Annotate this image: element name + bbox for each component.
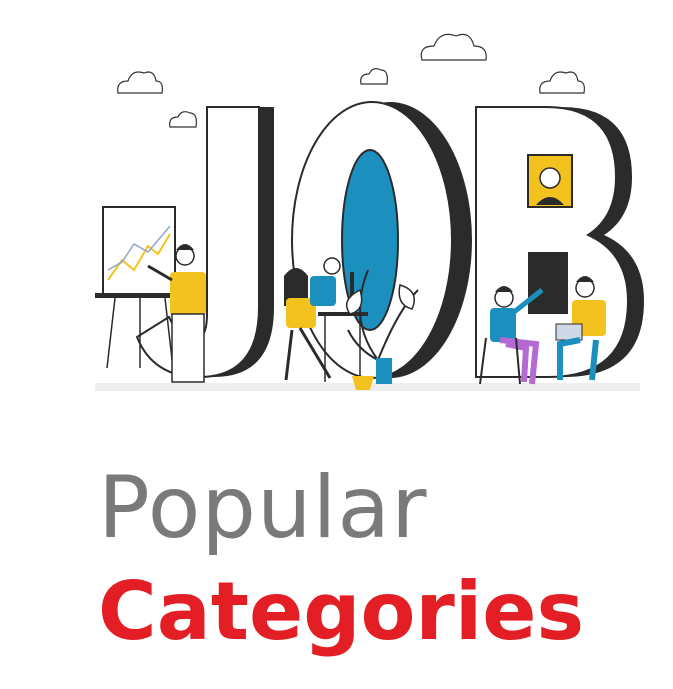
portrait-avatar (539, 167, 561, 189)
cloud-icon (539, 71, 585, 94)
seated-woman-figure (479, 286, 544, 385)
cloud-icon (169, 111, 197, 128)
headline-popular: Popular (98, 458, 428, 558)
headline-categories: Categories (98, 565, 585, 658)
cloud-icon (420, 33, 487, 61)
cloud-icon (117, 71, 163, 94)
colleague-figure (310, 257, 341, 306)
seated-man-laptop-figure (555, 276, 606, 381)
presenter-figure (147, 244, 206, 383)
whiteboard (95, 206, 185, 369)
woman-at-desk-figure (284, 268, 368, 382)
plant-icon (345, 269, 419, 390)
job-illustration (95, 33, 644, 391)
cloud-icon (360, 68, 388, 85)
letter-o (291, 101, 472, 379)
